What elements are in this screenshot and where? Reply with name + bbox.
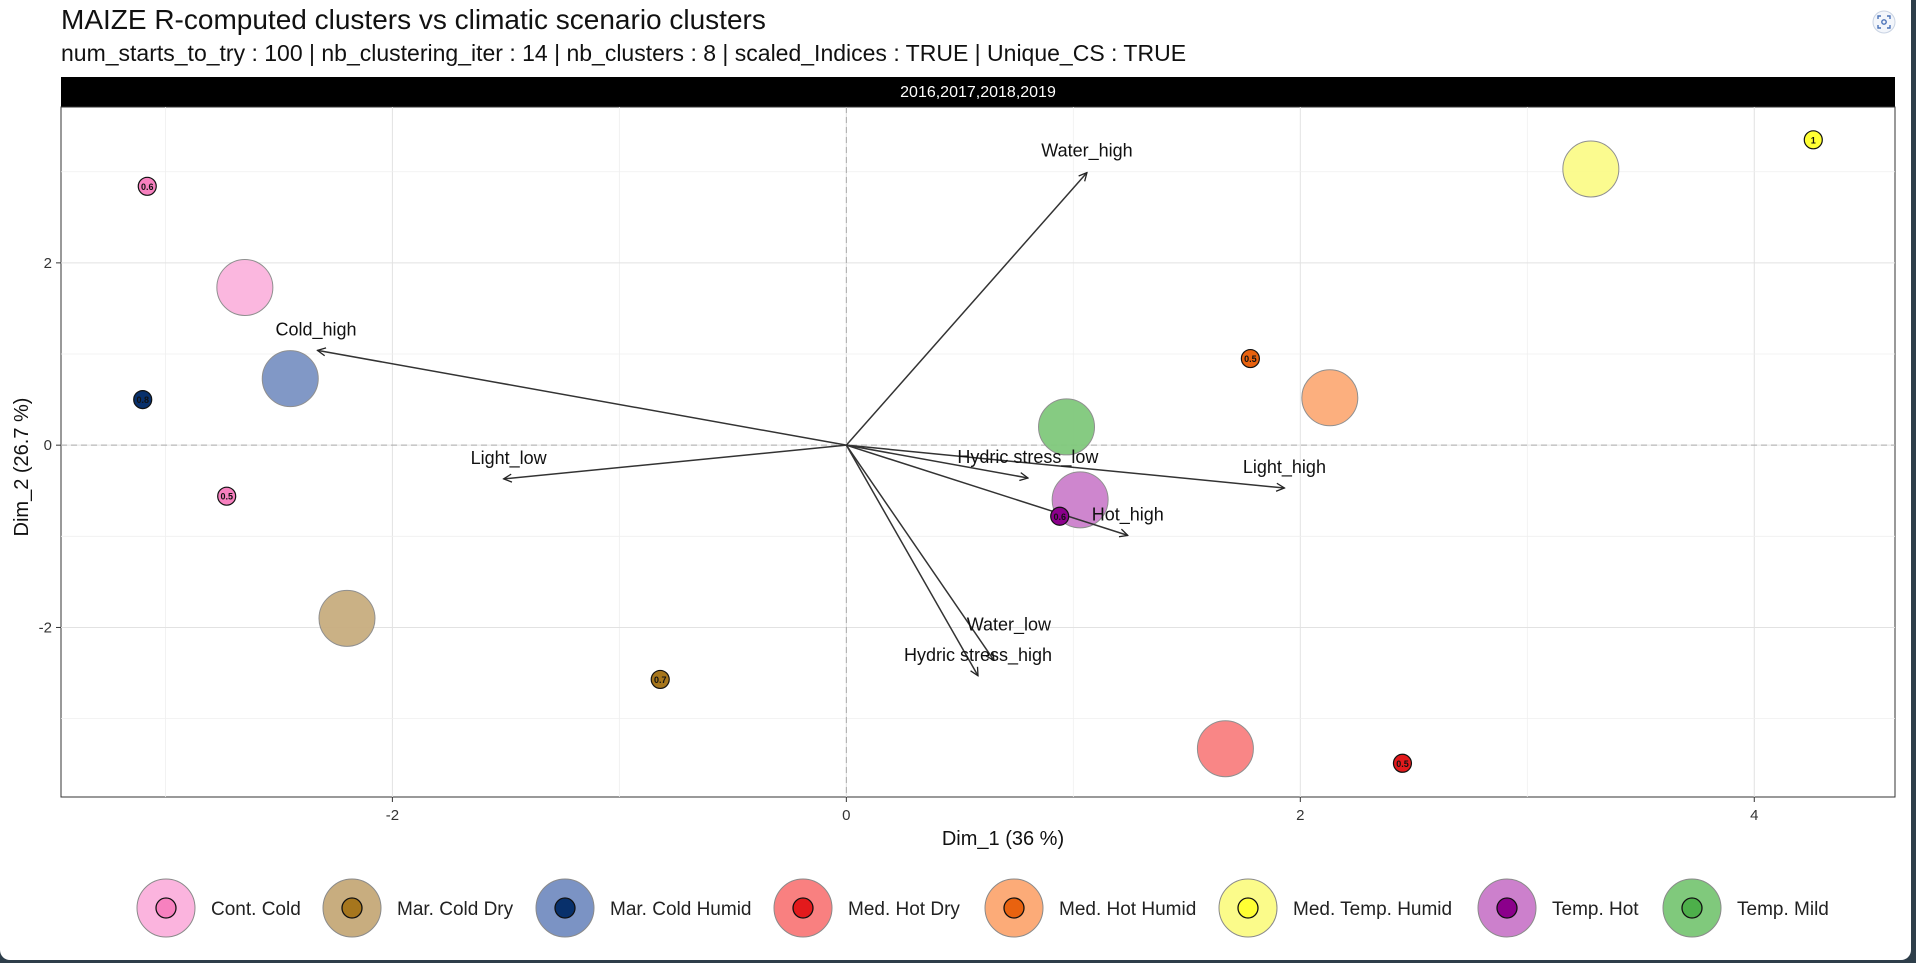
vector-arrow (317, 350, 847, 446)
legend-swatch-point (1003, 897, 1025, 919)
cluster-centroid-bubble (318, 589, 376, 647)
x-tick-label: 2 (1296, 807, 1304, 824)
x-tick-label: 0 (842, 807, 850, 824)
cluster-point (650, 669, 670, 690)
vector-label: Cold_high (275, 319, 356, 340)
y-tick-label: -2 (39, 619, 52, 636)
legend-label: Med. Hot Dry (848, 899, 960, 920)
cluster-point (137, 176, 157, 196)
legend-label: Temp. Mild (1737, 899, 1829, 920)
legend-label: Mar. Cold Dry (397, 899, 514, 920)
y-axis-title: Dim_2 (26.7 %) (11, 398, 33, 537)
legend-label: Temp. Hot (1552, 899, 1639, 920)
legend-label: Mar. Cold Humid (610, 899, 752, 920)
facet-strip (61, 77, 1895, 107)
cluster-centroid-bubble (1196, 720, 1254, 778)
vector-label: Light_low (471, 448, 548, 469)
cluster-point (133, 389, 153, 410)
cluster-point-label: 0.6 (141, 182, 154, 192)
cluster-point (217, 486, 237, 506)
cluster-point (1240, 348, 1260, 369)
vector-label: Hydric stress_low (957, 447, 1099, 468)
vector-arrow (504, 444, 847, 479)
legend-item: Temp. Mild (1662, 878, 1829, 938)
cluster-centroid-bubble (261, 350, 319, 408)
legend-swatch-point (1237, 897, 1259, 919)
legend-item: Med. Temp. Humid (1218, 878, 1452, 938)
cluster-point (1392, 753, 1413, 773)
cluster-point-label: 1 (1811, 135, 1816, 145)
focus-scan-icon[interactable] (1872, 10, 1896, 34)
chart-subtitle: num_starts_to_try : 100 | nb_clustering_… (61, 40, 1187, 66)
x-tick-label: 4 (1750, 807, 1758, 824)
legend-item: Cont. Cold (136, 878, 301, 938)
cluster-point-label: 0.5 (220, 492, 233, 502)
y-tick-label: 2 (44, 255, 52, 272)
cluster-point-label: 0.6 (1053, 512, 1066, 522)
legend-swatch-point (341, 897, 363, 919)
cluster-point-label: 0.7 (654, 675, 667, 685)
vector-label: Hydric stress_high (904, 645, 1052, 666)
cluster-centroid-bubble (1301, 369, 1359, 427)
cluster-point-label: 0.8 (136, 395, 149, 405)
plot-panel (60, 106, 1896, 798)
vector-arrow (845, 444, 978, 676)
vector-label: Water_high (1041, 141, 1132, 162)
legend-label: Med. Hot Humid (1059, 899, 1196, 920)
vector-label: Hot_high (1092, 504, 1164, 525)
facet-strip-label: 2016,2017,2018,2019 (900, 84, 1056, 101)
chart-title: MAIZE R-computed clusters vs climatic sc… (61, 4, 766, 35)
vector-label: Water_low (967, 614, 1052, 635)
cluster-centroid-bubble (1562, 140, 1620, 198)
legend-item: Mar. Cold Humid (535, 878, 752, 938)
cluster-point (1050, 506, 1070, 526)
legend-item: Med. Hot Humid (984, 878, 1196, 938)
vector-label: Light_high (1243, 457, 1326, 478)
legend-swatch-point (155, 897, 177, 919)
vector-arrow (845, 444, 994, 660)
cluster-point (1803, 130, 1823, 150)
y-tick-label: 0 (44, 437, 52, 454)
legend-swatch-point (554, 897, 576, 919)
legend-item: Temp. Hot (1477, 878, 1639, 938)
vector-arrow (846, 444, 1284, 488)
vector-arrow (845, 173, 1087, 446)
x-axis-title: Dim_1 (36 %) (942, 828, 1064, 850)
legend-label: Cont. Cold (211, 899, 301, 920)
legend: Cont. Cold Mar. Cold Dry Mar. Cold Humid Me… (136, 878, 1829, 938)
cluster-point-label: 0.5 (1396, 759, 1409, 769)
legend-swatch-point (792, 897, 814, 919)
legend-item: Mar. Cold Dry (322, 878, 514, 938)
cluster-centroid-bubble (1038, 398, 1096, 456)
cluster-centroid-bubble (216, 258, 274, 316)
legend-label: Med. Temp. Humid (1293, 899, 1452, 920)
legend-swatch-point (1496, 897, 1518, 919)
x-tick-label: -2 (386, 807, 399, 824)
legend-item: Med. Hot Dry (773, 878, 960, 938)
vector-arrow (846, 444, 1127, 535)
cluster-point-label: 0.5 (1244, 354, 1257, 364)
legend-swatch-point (1681, 897, 1703, 919)
vector-arrow (846, 444, 1028, 478)
